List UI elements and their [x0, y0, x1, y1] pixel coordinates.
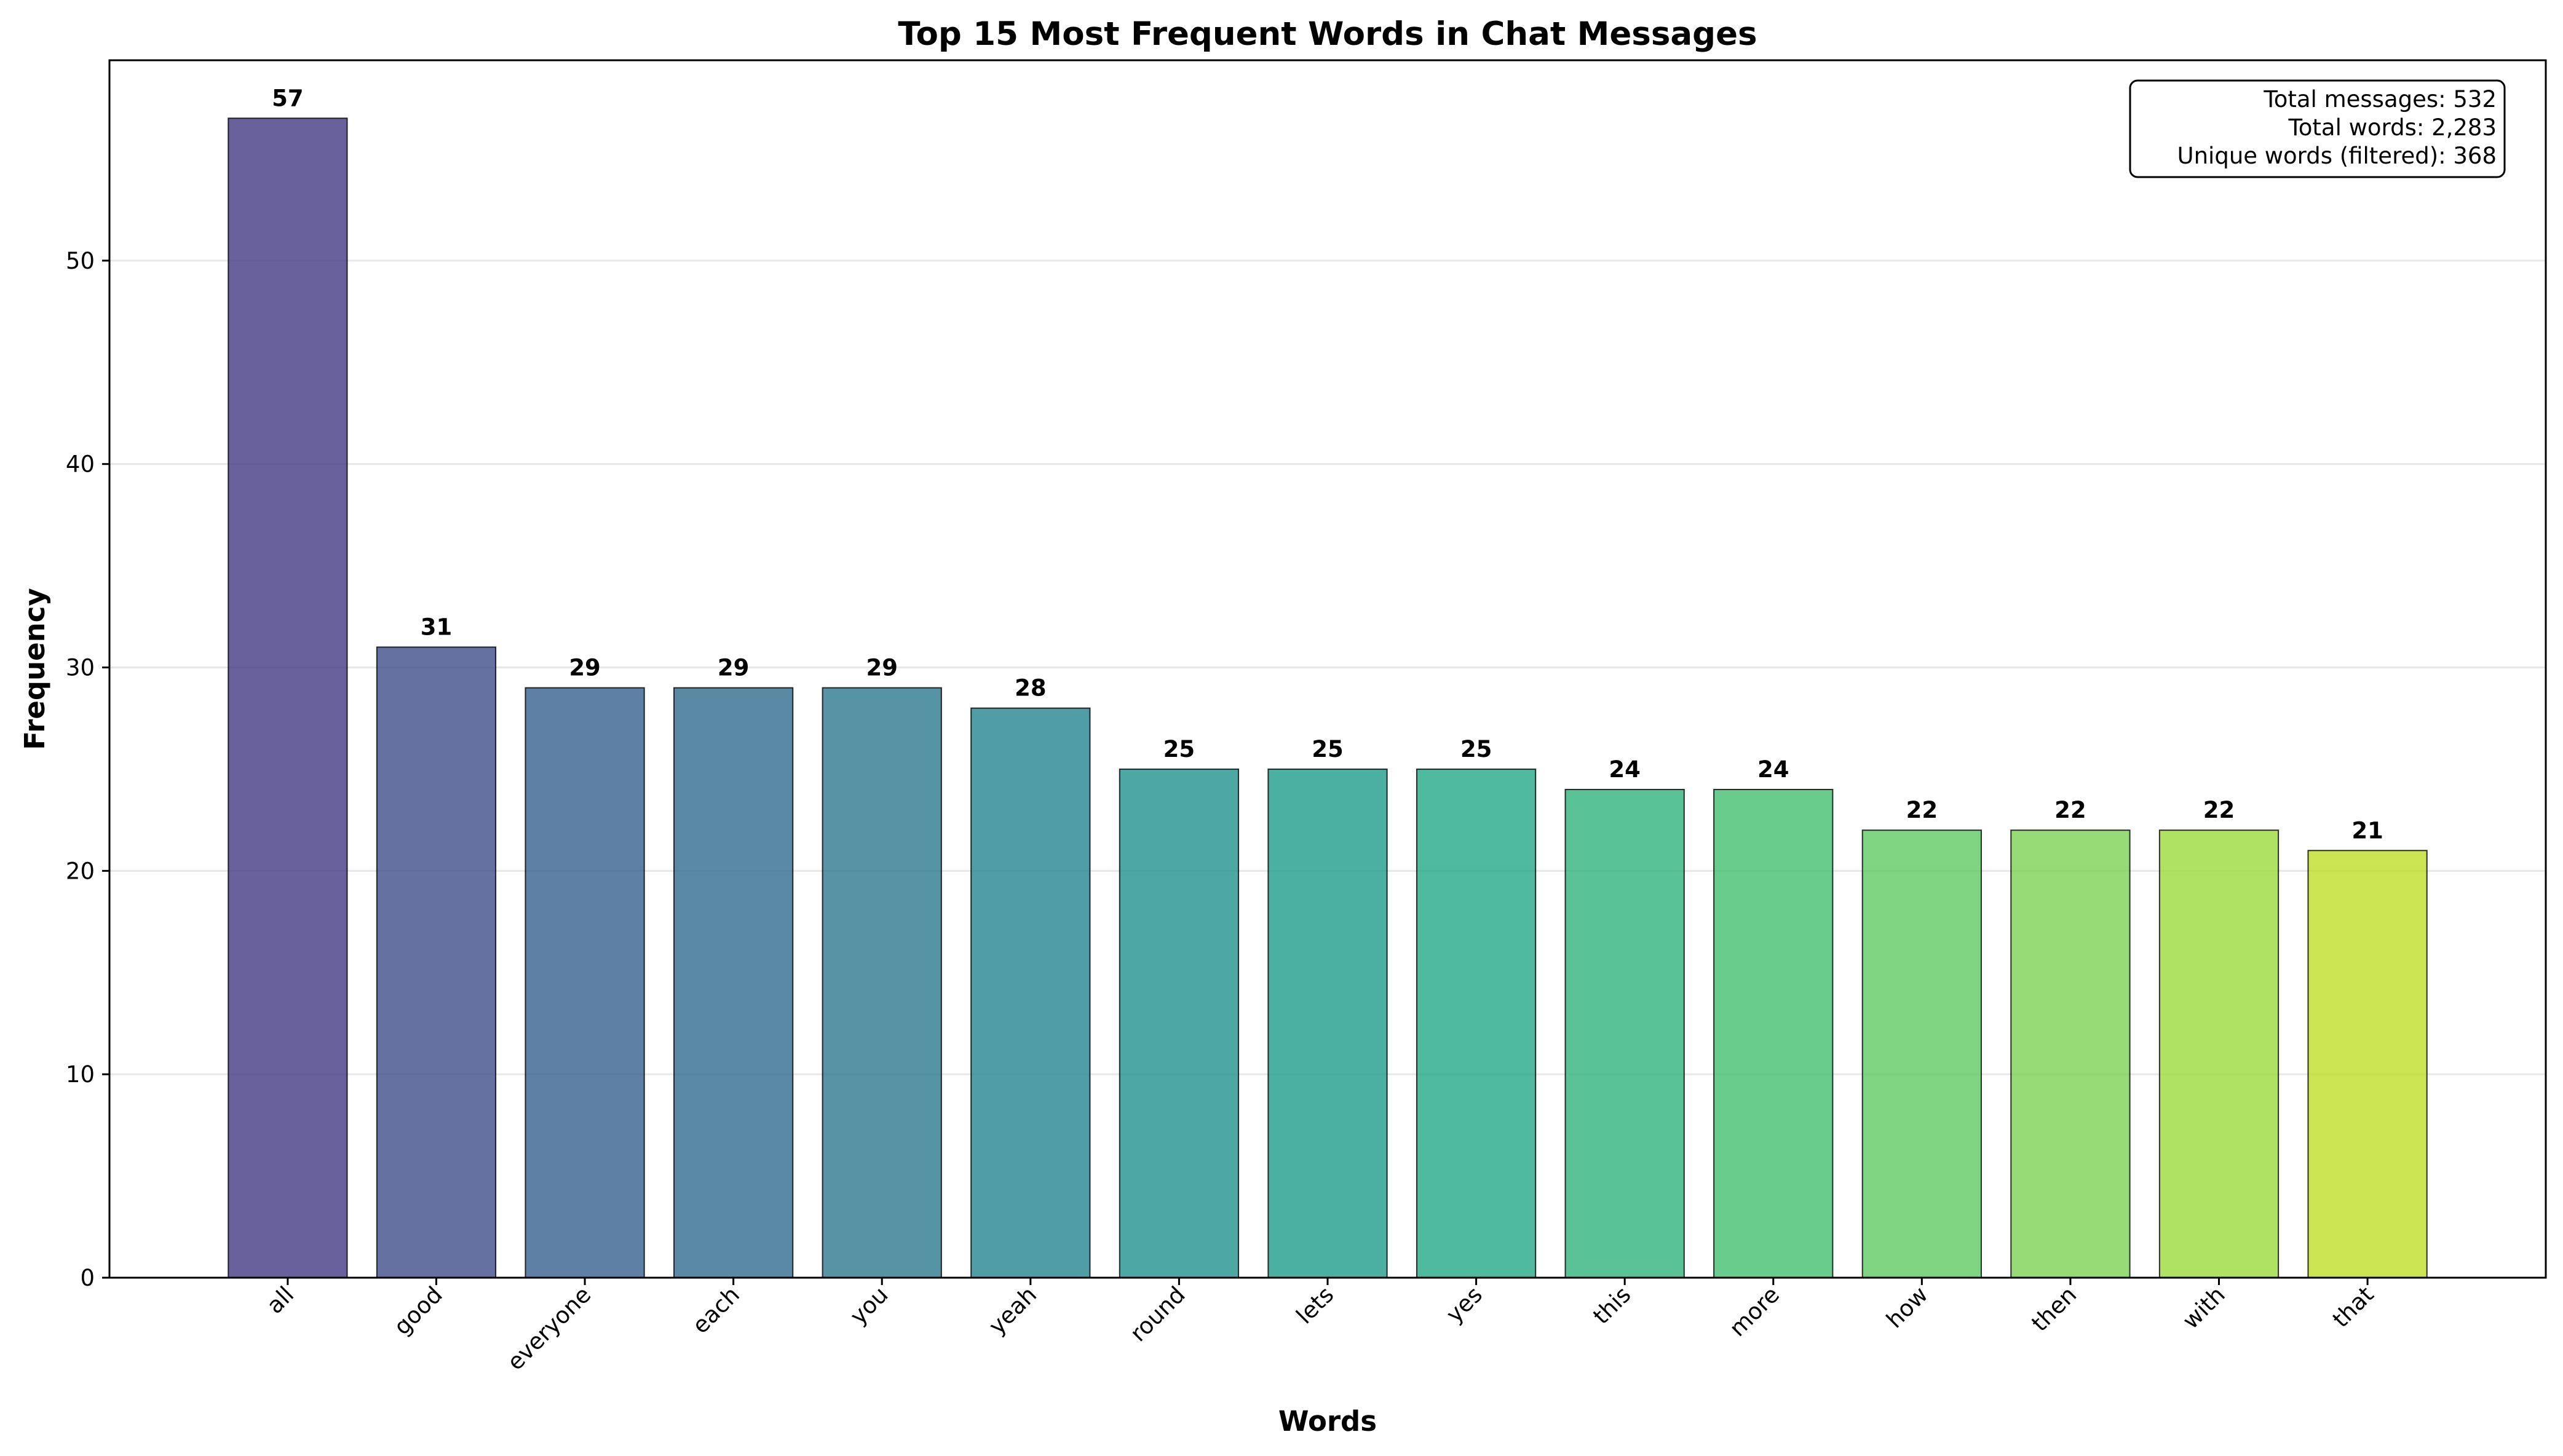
stats-total-messages: Total messages: 532 [2263, 86, 2497, 113]
stats-unique-words: Unique words (filtered): 368 [2177, 143, 2497, 169]
stats-total-words: Total words: 2,283 [2288, 114, 2497, 141]
bar-lets [1267, 768, 1388, 1279]
bar-yes [1416, 768, 1537, 1279]
value-label-that: 21 [2351, 817, 2383, 844]
y-tick-label: 30 [66, 655, 95, 681]
bar-how [1861, 829, 1982, 1278]
bar-more [1713, 789, 1834, 1278]
x-axis-label: Words [1278, 1405, 1377, 1438]
bar-yeah [970, 707, 1091, 1278]
bar-each [673, 687, 794, 1279]
value-label-this: 24 [1609, 756, 1641, 783]
bar-everyone [525, 687, 645, 1279]
y-tick-label: 0 [80, 1265, 95, 1291]
bar-you [822, 687, 942, 1279]
y-axis: 0 10 20 30 40 50 [66, 248, 109, 1291]
y-tick-label: 40 [66, 451, 95, 478]
value-label-more: 24 [1757, 756, 1789, 783]
value-label-each: 29 [718, 655, 750, 681]
value-label-with: 22 [2203, 797, 2235, 823]
y-tick-label: 20 [66, 858, 95, 884]
value-label-round: 25 [1163, 736, 1195, 762]
value-label-lets: 25 [1312, 736, 1344, 762]
value-label-yes: 25 [1460, 736, 1492, 762]
bar-good [376, 646, 497, 1278]
value-labels: 57 31 29 29 29 28 25 25 25 24 24 22 22 22 21 [272, 85, 2383, 844]
value-label-you: 29 [866, 655, 898, 681]
stats-box: Total messages: 532 Total words: 2,283 U… [2129, 79, 2506, 178]
chart-title: Top 15 Most Frequent Words in Chat Messa… [898, 15, 1757, 53]
stats-box-frame [2129, 79, 2506, 178]
value-label-how: 22 [1906, 797, 1938, 823]
y-tick-label: 10 [66, 1061, 95, 1088]
value-label-yeah: 28 [1015, 675, 1047, 702]
value-label-then: 22 [2054, 797, 2086, 823]
bar-this [1564, 789, 1685, 1278]
bars [228, 117, 2428, 1279]
bar-round [1119, 768, 1240, 1279]
value-label-everyone: 29 [569, 655, 601, 681]
bar-then [2010, 829, 2131, 1278]
y-tick-label: 50 [66, 248, 95, 274]
value-label-all: 57 [272, 85, 304, 111]
y-axis-label: Frequency [18, 588, 51, 750]
bar-all [228, 117, 348, 1278]
bar-that [2307, 850, 2428, 1278]
value-label-good: 31 [421, 614, 453, 640]
bar-with [2158, 829, 2280, 1278]
